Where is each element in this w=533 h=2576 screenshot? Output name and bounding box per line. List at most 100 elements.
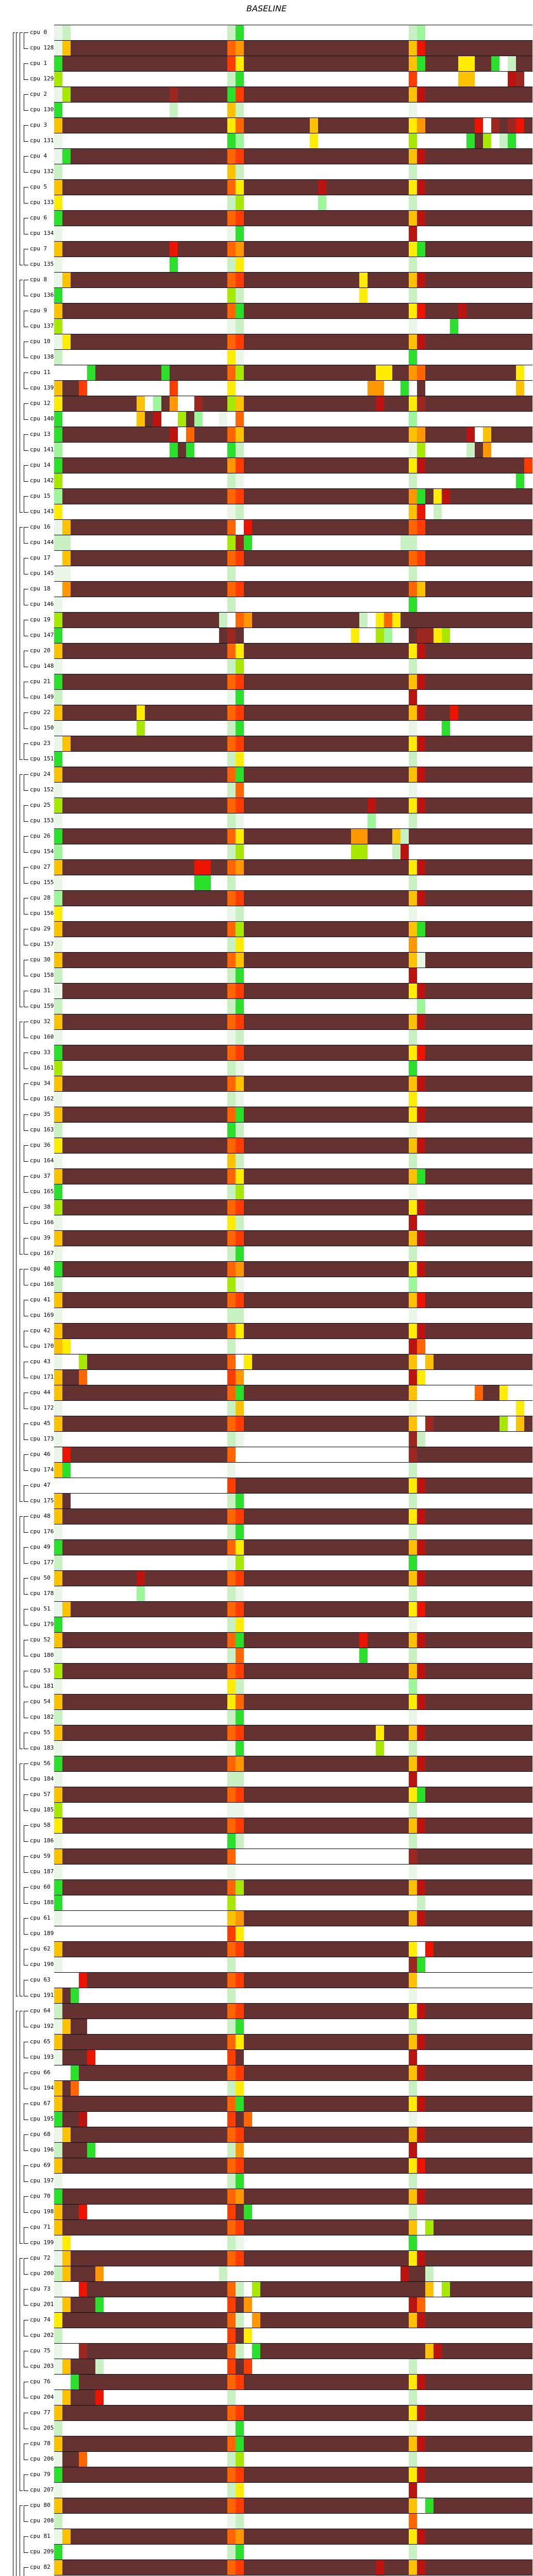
smt-pair-bracket <box>24 620 28 636</box>
heat-cell <box>442 504 532 519</box>
cpu-row <box>54 859 532 875</box>
cpu-row <box>54 1617 532 1632</box>
heat-cell <box>62 56 227 71</box>
heat-cell <box>409 1725 417 1740</box>
heat-cell <box>434 2220 532 2235</box>
heat-cell <box>227 2514 236 2529</box>
cpu-row <box>54 2173 532 2189</box>
heat-cell <box>491 56 499 71</box>
cpu-row <box>54 767 532 782</box>
cpu-row <box>54 813 532 828</box>
heat-cell <box>194 412 203 427</box>
heat-cell <box>244 2189 409 2204</box>
heat-cell <box>417 2205 532 2219</box>
cpu-row-label: cpu 206 <box>30 2455 54 2462</box>
heat-cell <box>425 2405 532 2420</box>
heat-cell <box>227 1045 236 1060</box>
cpu-row-label: cpu 62 <box>30 1945 51 1952</box>
cpu-row <box>54 1570 532 1586</box>
heat-cell <box>236 721 244 736</box>
cpu-row <box>54 457 532 473</box>
heat-cell <box>62 1957 227 1972</box>
heat-cell <box>425 381 516 396</box>
heat-cell <box>417 1895 425 1910</box>
cpu-row-label: cpu 144 <box>30 539 54 546</box>
heat-cell <box>417 1138 425 1153</box>
heat-cell <box>227 1679 236 1694</box>
heat-cell <box>62 1849 227 1864</box>
heat-cell <box>417 211 425 226</box>
heat-cell <box>417 1803 532 1818</box>
cpu-row <box>54 1957 532 1972</box>
heat-cell <box>62 1154 227 1168</box>
heat-cell <box>409 1679 417 1694</box>
heat-cell <box>54 2096 62 2111</box>
heat-cell <box>236 1988 409 2003</box>
heat-cell <box>417 2112 532 2127</box>
heat-cell <box>409 984 417 998</box>
machine-bracket <box>13 32 15 2576</box>
heat-cell <box>54 226 62 241</box>
heat-cell <box>425 1138 532 1153</box>
cpu-row <box>54 689 532 705</box>
heat-cell <box>425 149 532 164</box>
heat-cell <box>409 1138 417 1153</box>
heat-cell <box>227 443 236 457</box>
smt-pair-bracket <box>24 2165 28 2182</box>
heat-cell <box>425 427 467 442</box>
cpu-row <box>54 921 532 937</box>
cpu-row <box>54 1648 532 1663</box>
heat-cell <box>409 133 417 148</box>
heat-cell <box>236 2205 244 2219</box>
smt-pair-bracket <box>24 94 28 111</box>
smt-pair-bracket <box>24 1887 28 1904</box>
heat-cell <box>227 535 236 550</box>
heat-cell <box>62 1123 227 1138</box>
heat-cell <box>227 1664 236 1679</box>
cpu-row-label: cpu 165 <box>30 1188 54 1195</box>
heat-cell <box>409 319 417 334</box>
heat-cell <box>409 1076 417 1091</box>
heat-cell <box>236 133 244 148</box>
cpu-row <box>54 148 532 164</box>
cpu-row-label: cpu 48 <box>30 1513 51 1519</box>
heat-cell <box>54 613 62 628</box>
heat-cell <box>368 814 376 828</box>
cpu-row <box>54 2189 532 2204</box>
smt-pair-bracket <box>24 651 28 667</box>
heat-cell <box>417 56 425 71</box>
heat-cell <box>409 1154 417 1168</box>
heat-cell <box>236 2035 244 2049</box>
heat-cell <box>71 1494 227 1509</box>
heat-cell <box>244 1277 409 1292</box>
heat-cell <box>244 2514 409 2529</box>
cpu-row <box>54 612 532 628</box>
smt-pair-bracket <box>24 805 28 822</box>
heat-cell <box>409 1463 417 1478</box>
heat-cell <box>236 1555 244 1570</box>
heat-cell <box>244 1030 409 1045</box>
heat-cell <box>425 2313 532 2328</box>
heat-cell <box>54 2282 62 2297</box>
heat-cell <box>244 1200 409 1215</box>
heat-cell <box>54 2545 62 2560</box>
smt-pair-bracket <box>24 743 28 760</box>
heat-cell <box>392 628 409 643</box>
heat-cell <box>62 2390 71 2405</box>
heat-cell <box>62 87 71 102</box>
smt-pair-bracket <box>24 1918 28 1935</box>
heat-cell <box>425 1014 532 1029</box>
heat-cell <box>425 674 532 689</box>
heat-cell <box>376 798 409 813</box>
heat-cell <box>409 1107 417 1122</box>
heat-cell <box>161 365 170 380</box>
heat-cell <box>236 690 244 705</box>
heat-cell <box>227 1277 236 1292</box>
heat-cell <box>483 133 491 148</box>
heat-cell <box>79 2081 227 2096</box>
cpu-row <box>54 380 532 396</box>
heat-cell <box>71 25 227 40</box>
heat-cell <box>409 365 417 380</box>
heat-cell <box>417 1277 532 1292</box>
heat-cell <box>417 1664 425 1679</box>
